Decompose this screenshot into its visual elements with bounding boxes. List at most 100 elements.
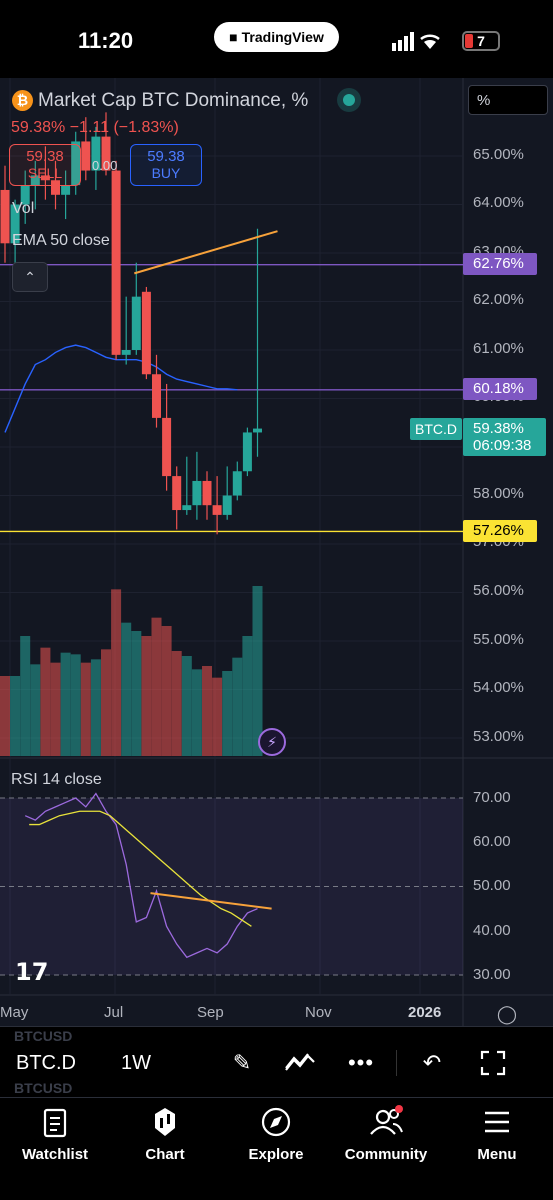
candle-body [152,374,161,418]
symbol-price-tag: BTC.D [410,418,462,440]
status-time: 11:20 [78,28,134,53]
nav-label: Community [344,1146,428,1163]
nav-menu[interactable]: Menu [442,1100,552,1163]
volume-bar [141,636,152,756]
rsi-trendline [150,892,272,910]
volume-bar [222,671,233,756]
ghost-symbol-bottom: BTCUSD [14,1080,73,1096]
candle-body [253,428,262,433]
rsi-axis-label: 40.00 [473,922,511,939]
battery-level: 7 [477,33,485,49]
volume-bar [191,669,202,756]
rsi-ma-line [29,810,252,927]
candle-body [121,350,131,355]
time-axis-label: Nov [305,1004,332,1021]
chart-icon [155,1108,175,1136]
candle-body [40,175,50,181]
candle-body [182,505,192,511]
rsi-indicator-label[interactable]: RSI 14 close [11,771,102,788]
time-axis-label: May [0,1004,29,1021]
level-price-tag-middle[interactable]: 60.18% [463,378,537,400]
candle-body [212,505,222,515]
toolbar-divider [396,1050,397,1076]
y-axis-label: 56.00% [473,582,524,599]
volume-bar [70,654,81,756]
volume-bar [40,647,51,756]
volume-bar [121,622,132,756]
undo-icon[interactable]: ↶ [422,1050,442,1075]
signal-bar-4 [410,32,414,51]
wifi-icon [424,40,436,49]
more-icon[interactable]: ••• [347,1050,375,1075]
nav-chart[interactable]: Chart [110,1100,220,1163]
tradingview-logo-icon: ■​ [229,29,238,45]
candle-body [162,417,172,477]
buy-price: 59.38 [147,148,185,165]
ema-line [4,344,238,433]
interval-selector[interactable]: 1W [121,1052,151,1074]
volume-bar [171,651,182,756]
rsi-axis-label: 30.00 [473,966,511,983]
collapse-legend-button[interactable]: ⌃ [12,262,48,292]
current-price-tag: 59.38% 06:09:38 [463,418,546,456]
lightning-icon[interactable]: ⚡︎ [258,728,286,756]
chart-canvas[interactable] [0,78,553,1026]
chart-toolbar [0,1026,553,1096]
bar-countdown: 06:09:38 [473,437,532,454]
candle-body [91,136,101,171]
time-axis-label: Jul [104,1004,124,1021]
nav-community[interactable]: Community [331,1100,441,1163]
buy-button[interactable]: 59.38 BUY [130,144,202,186]
y-axis-label: 58.00% [473,485,524,502]
rsi-axis-label: 70.00 [473,789,511,806]
fullscreen-icon[interactable] [480,1050,506,1076]
rsi-line [24,792,258,959]
volume-bar [232,657,243,756]
nav-label: Chart [145,1146,185,1163]
tradingview-pill[interactable]: ■​ TradingView [214,22,339,52]
symbol-selector[interactable]: BTC.D [16,1052,76,1074]
scale-mode-box[interactable]: % [468,85,548,115]
battery-icon: 7 [462,31,500,51]
candle-body [10,204,20,244]
volume-bar [10,676,21,756]
level-price-tag-upper[interactable]: 62.76% [463,253,537,275]
ema-indicator-label[interactable]: EMA 50 close [12,232,110,249]
nav-explore[interactable]: Explore [221,1100,331,1163]
live-status-icon [337,88,361,112]
candle-body [242,432,252,472]
wifi-arc-icon [420,34,440,41]
sell-button[interactable]: 59.38 SELL [9,144,81,186]
candle-body [51,180,60,195]
nav-label: Explore [248,1146,304,1163]
volume-bar [161,626,172,756]
volume-bar [111,589,122,756]
signal-bar-1 [392,43,396,51]
nav-watchlist[interactable]: Watchlist [0,1100,110,1163]
volume-indicator-label[interactable]: Vol [12,200,35,217]
y-axis-label: 64.00% [473,194,524,211]
sell-price: 59.38 [26,148,64,165]
chart-settings-icon[interactable]: ◯ [496,1004,518,1024]
indicators-icon[interactable] [284,1050,316,1076]
chart-background [0,78,553,1026]
volume-bar [101,649,111,756]
volume-bar [30,664,41,756]
candle-body [141,291,151,375]
y-axis-label: 62.00% [473,291,524,308]
volume-bar [202,666,212,756]
y-axis-label: 54.00% [473,679,524,696]
level-price-tag-lower[interactable]: 57.26% [463,520,537,542]
nav-label: Watchlist [21,1146,89,1163]
signal-wifi-icons [392,32,440,51]
current-price-value: 59.38% [473,420,524,437]
signal-bar-3 [404,36,408,51]
bitcoin-logo-icon: ₿ [12,90,33,111]
volume-bar [20,636,31,756]
chevron-up-icon: ⌃ [24,269,36,285]
chart-title[interactable]: Market Cap BTC Dominance, % [38,90,309,111]
chart-area[interactable] [0,78,553,1026]
rsi-axis-label: 50.00 [473,877,511,894]
volume-bar [50,662,61,756]
pen-icon[interactable]: ✎ [232,1050,252,1075]
